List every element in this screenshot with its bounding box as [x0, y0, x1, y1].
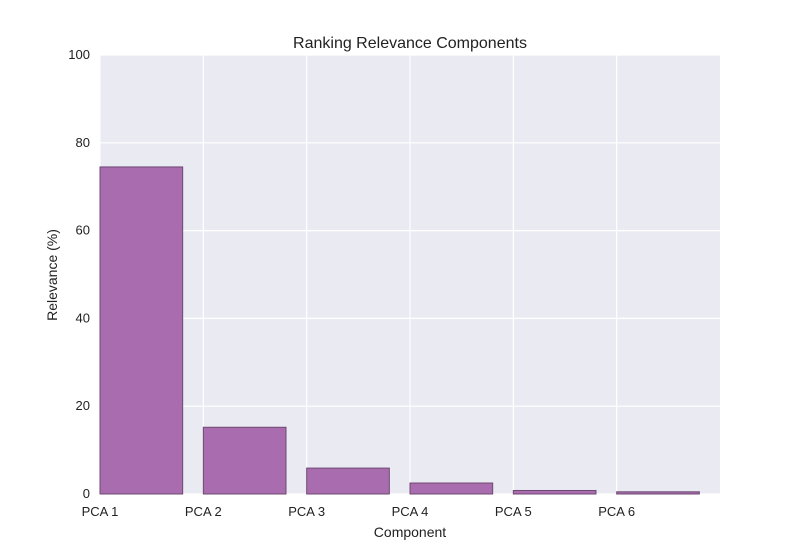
grid-lines [99, 54, 720, 495]
x-tick-labels: PCA 1 PCA 2 PCA 3 PCA 4 PCA 5 PCA 6 [82, 504, 636, 519]
y-tick-labels: 0 20 40 60 80 100 [68, 47, 90, 501]
bar-pca-6 [616, 491, 700, 495]
y-tick-label: 40 [76, 310, 90, 325]
bar-pca-2 [202, 426, 287, 495]
x-tick-label: PCA 2 [185, 504, 222, 519]
bar-pca-5 [512, 489, 597, 495]
y-tick-label: 100 [68, 47, 90, 62]
y-tick-label: 20 [76, 398, 90, 413]
chart-title: Ranking Relevance Components [293, 35, 527, 52]
x-tick-label: PCA 4 [392, 504, 429, 519]
bars [99, 166, 700, 495]
bar-pca-3 [306, 467, 390, 495]
y-axis-label: Relevance (%) [44, 229, 60, 321]
bar-pca-1 [99, 166, 184, 495]
bar-pca-4 [409, 482, 494, 495]
y-tick-label: 0 [83, 486, 90, 501]
x-tick-label: PCA 1 [82, 504, 119, 519]
x-tick-label: PCA 5 [495, 504, 532, 519]
y-tick-label: 80 [76, 135, 90, 150]
y-tick-label: 60 [76, 223, 90, 238]
x-tick-label: PCA 3 [288, 504, 325, 519]
x-axis-label: Component [374, 524, 446, 540]
x-tick-label: PCA 6 [598, 504, 635, 519]
